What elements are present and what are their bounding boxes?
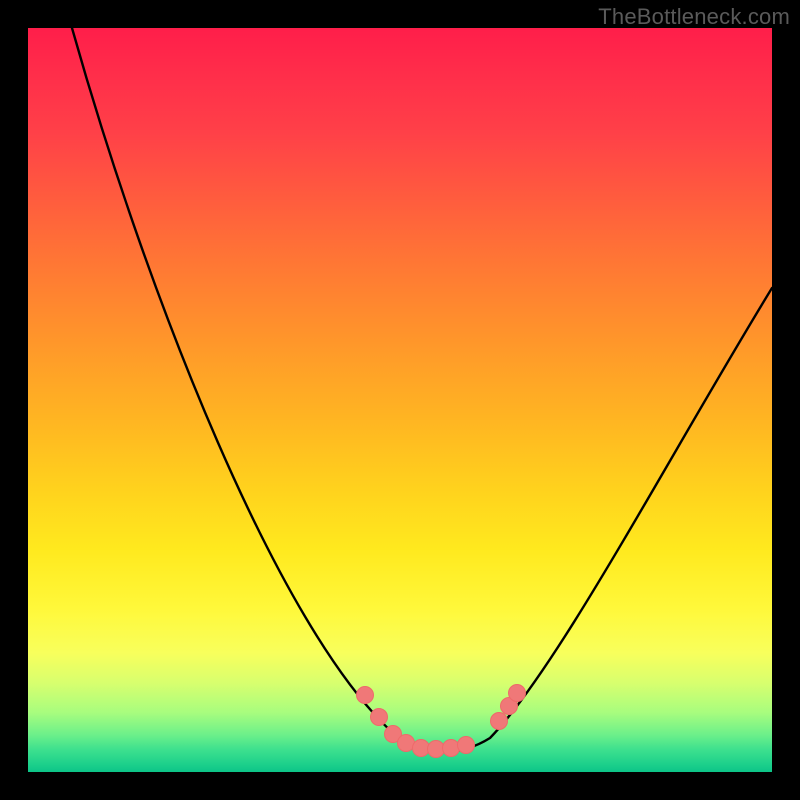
bottleneck-curve <box>72 28 772 752</box>
curve-marker <box>413 740 430 757</box>
curve-marker <box>398 735 415 752</box>
curve-marker <box>428 741 445 758</box>
curve-marker <box>357 687 374 704</box>
curve-layer <box>28 28 772 772</box>
chart-frame: TheBottleneck.com <box>0 0 800 800</box>
curve-marker <box>371 709 388 726</box>
curve-marker <box>443 740 460 757</box>
curve-marker <box>509 685 526 702</box>
watermark-text: TheBottleneck.com <box>598 4 790 30</box>
curve-marker <box>491 713 508 730</box>
marker-group <box>357 685 526 758</box>
curve-marker <box>458 737 475 754</box>
plot-area <box>28 28 772 772</box>
